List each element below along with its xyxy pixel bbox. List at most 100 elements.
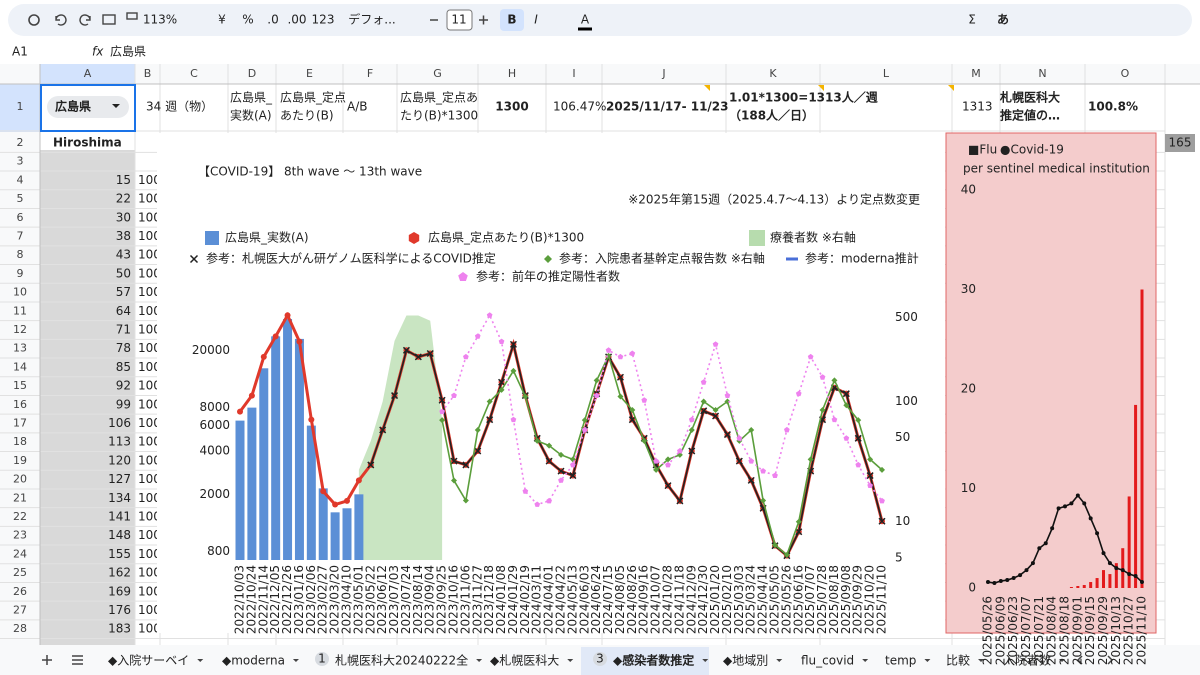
column-header[interactable]: J bbox=[661, 67, 665, 80]
row-header[interactable]: 2 bbox=[17, 136, 24, 149]
column-header[interactable]: F bbox=[367, 67, 373, 80]
row-header[interactable]: 21 bbox=[13, 491, 27, 504]
row-header[interactable]: 7 bbox=[17, 230, 24, 243]
cell-n1[interactable]: 推定値の… bbox=[1000, 108, 1060, 123]
cell-e1[interactable]: あたり(B) bbox=[280, 109, 334, 123]
cell-b[interactable]: 64 bbox=[116, 304, 131, 318]
column-header[interactable]: K bbox=[769, 67, 777, 80]
toolbar-sum[interactable]: Σ bbox=[968, 13, 976, 27]
row-header[interactable]: 3 bbox=[17, 155, 24, 168]
toolbar-input[interactable]: あ bbox=[997, 13, 1009, 27]
side-chart-area[interactable] bbox=[945, 132, 1157, 634]
toolbar-text-color[interactable]: A bbox=[581, 13, 590, 27]
cell-c[interactable]: 100 bbox=[138, 248, 161, 262]
column-header[interactable]: D bbox=[248, 67, 256, 80]
toolbar-format[interactable]: 123 bbox=[312, 13, 335, 27]
cell-b[interactable]: 57 bbox=[116, 285, 131, 299]
tab-menu-arrow[interactable] bbox=[292, 659, 299, 662]
cell-b[interactable]: 169 bbox=[108, 584, 131, 598]
row-header[interactable]: 28 bbox=[13, 622, 27, 635]
toolbar-bold[interactable]: B bbox=[507, 13, 516, 27]
column-header[interactable]: M bbox=[971, 67, 981, 80]
sheet-list[interactable] bbox=[72, 655, 83, 665]
column-header[interactable]: G bbox=[433, 67, 442, 80]
redo-icon[interactable] bbox=[79, 14, 91, 26]
column-header[interactable]: A bbox=[84, 67, 92, 80]
cell-k1[interactable]: （188人／日） bbox=[729, 108, 814, 123]
row-header[interactable]: 10 bbox=[13, 286, 27, 299]
toolbar-currency[interactable]: ¥ bbox=[218, 13, 226, 27]
cell-b[interactable]: 15 bbox=[116, 173, 131, 187]
row-header[interactable]: 22 bbox=[13, 510, 27, 523]
cell-c[interactable]: 100 bbox=[138, 210, 161, 224]
cell-c[interactable]: 100 bbox=[138, 379, 161, 393]
dropdown-chip[interactable] bbox=[47, 96, 129, 118]
cell-d1[interactable]: 広島県_ bbox=[230, 90, 273, 105]
cell-b[interactable]: 134 bbox=[108, 491, 131, 505]
tab-scroll-left[interactable] bbox=[1076, 655, 1083, 665]
cell-b[interactable]: 155 bbox=[108, 547, 131, 561]
cell-b[interactable]: 162 bbox=[108, 566, 131, 580]
row-header[interactable]: 6 bbox=[17, 211, 24, 224]
row-header[interactable]: 1 bbox=[17, 100, 24, 113]
cell-b[interactable]: 120 bbox=[108, 453, 131, 467]
cell-c[interactable]: 100 bbox=[138, 229, 161, 243]
row-header[interactable]: 13 bbox=[13, 342, 27, 355]
tab-menu-arrow[interactable] bbox=[567, 659, 574, 662]
cell-b[interactable]: 30 bbox=[116, 210, 131, 224]
cell-b[interactable]: 85 bbox=[116, 360, 131, 374]
cell-c[interactable]: 100 bbox=[138, 528, 161, 542]
toolbar-dec-less[interactable]: .0 bbox=[267, 13, 278, 27]
row-header[interactable]: 24 bbox=[13, 547, 27, 560]
cell-c[interactable]: 100 bbox=[138, 566, 161, 580]
row-header[interactable]: 23 bbox=[13, 529, 27, 542]
cell-e1[interactable]: 広島県_定点 bbox=[280, 90, 346, 105]
cell-j1[interactable]: 2025/11/17- 11/23 bbox=[606, 100, 729, 114]
sheet-tab[interactable]: 比較 bbox=[946, 653, 970, 668]
sheet-tab[interactable]: ◆入院サーベイ bbox=[108, 654, 189, 668]
column-header[interactable]: I bbox=[572, 67, 575, 80]
cell-b[interactable]: 38 bbox=[116, 229, 131, 243]
cell-c[interactable]: 100 bbox=[138, 266, 161, 280]
cell-b[interactable]: 148 bbox=[108, 528, 131, 542]
row-header[interactable]: 19 bbox=[13, 454, 27, 467]
cell-f1[interactable]: A/B bbox=[347, 100, 367, 114]
dropdown-arrow[interactable] bbox=[112, 104, 120, 108]
row-header[interactable]: 12 bbox=[13, 323, 27, 336]
paint-format-icon[interactable] bbox=[126, 12, 138, 20]
tab-menu-arrow[interactable] bbox=[476, 659, 483, 662]
toolbar-dec-more[interactable]: .00 bbox=[287, 13, 306, 27]
sheet-tab[interactable]: flu_covid bbox=[801, 654, 854, 668]
cell-d1[interactable]: 実数(A) bbox=[230, 108, 272, 123]
row-header[interactable]: 14 bbox=[13, 360, 27, 373]
cell-b[interactable]: 43 bbox=[116, 248, 131, 262]
sheet-tab[interactable]: 入院者数 bbox=[1003, 653, 1051, 668]
cell-g1[interactable]: 広島県_定点あ bbox=[400, 90, 478, 105]
toolbar-percent[interactable]: % bbox=[242, 13, 253, 27]
cell-c[interactable]: 100 bbox=[138, 360, 161, 374]
toolbar-italic[interactable]: I bbox=[534, 13, 538, 27]
tab-scroll-right[interactable] bbox=[1107, 655, 1114, 665]
column-header[interactable]: O bbox=[1121, 67, 1130, 80]
tab-menu-arrow[interactable] bbox=[1059, 659, 1066, 662]
cell-c[interactable]: 100 bbox=[138, 341, 161, 355]
add-sheet[interactable] bbox=[42, 655, 52, 665]
cell-c[interactable]: 100 bbox=[138, 547, 161, 561]
cell-k1[interactable]: 1.01*1300=1313人／週 bbox=[729, 90, 878, 105]
sheet-tab[interactable]: temp bbox=[885, 654, 916, 668]
row-header[interactable]: 18 bbox=[13, 435, 27, 448]
cell-o1[interactable]: 100.8% bbox=[1088, 100, 1138, 114]
sheet-tab[interactable]: ◆札幌医科大 bbox=[490, 653, 559, 668]
sheet-tab[interactable]: 札幌医科大20240222全 bbox=[335, 653, 468, 668]
row-header[interactable]: 8 bbox=[17, 248, 24, 261]
cell-h1[interactable]: 1300 bbox=[495, 100, 528, 114]
search-icon[interactable] bbox=[28, 14, 40, 26]
cell-b[interactable]: 183 bbox=[108, 622, 131, 636]
tab-menu-arrow[interactable] bbox=[862, 659, 869, 662]
font-size-plus[interactable] bbox=[479, 15, 488, 25]
sheet-tab[interactable]: ◆感染者数推定 bbox=[613, 653, 694, 668]
row-header[interactable]: 11 bbox=[13, 304, 27, 317]
cell-c[interactable]: 100 bbox=[138, 472, 161, 486]
column-header[interactable]: N bbox=[1038, 67, 1046, 80]
sheet-tab[interactable]: ◆地域別 bbox=[723, 654, 768, 668]
